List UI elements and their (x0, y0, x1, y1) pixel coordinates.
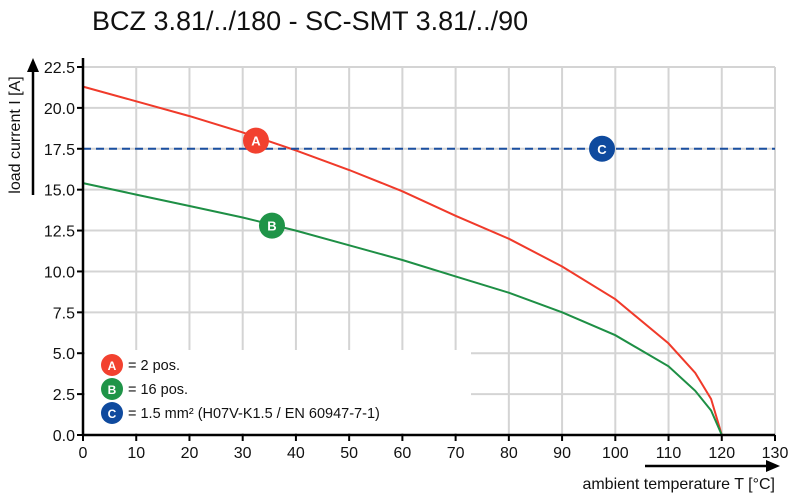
legend-box (85, 350, 471, 433)
legend-badge-label: C (108, 407, 117, 421)
legend-badge-A (101, 354, 123, 376)
y-tick-label: 22.5 (44, 60, 75, 77)
y-tick-label: 0.0 (53, 428, 75, 445)
x-tick-label: 60 (393, 445, 411, 462)
y-tick-label: 2.5 (53, 387, 75, 404)
marker-label-A: A (251, 134, 261, 149)
marker-A (243, 127, 269, 154)
y-axis-label: load current I [A] (7, 76, 24, 193)
x-tick-label: 130 (762, 445, 789, 462)
legend-entry-text: = 16 pos. (128, 382, 188, 398)
y-arrow-head-icon (27, 58, 39, 72)
y-tick-label: 20.0 (44, 101, 75, 118)
marker-B (258, 212, 285, 239)
x-tick-label: 40 (287, 445, 305, 462)
x-tick-label: 10 (127, 445, 145, 462)
legend-badge-C (101, 402, 123, 424)
x-tick-label: 110 (656, 445, 682, 462)
legend-entry-text: = 2 pos. (128, 358, 180, 374)
x-tick-label: 30 (234, 445, 252, 462)
x-tick-label: 20 (181, 445, 199, 462)
y-tick-label: 7.5 (53, 305, 75, 322)
y-tick-label: 10.0 (44, 264, 75, 281)
x-tick-label: 120 (708, 445, 735, 462)
marker-C (589, 135, 615, 162)
marker-label-B: B (267, 219, 276, 234)
y-tick-label: 5.0 (53, 346, 75, 363)
x-tick-label: 100 (602, 445, 629, 462)
x-arrow-head-icon (766, 460, 780, 472)
chart-title: BCZ 3.81/../180 - SC-SMT 3.81/../90 (92, 6, 529, 36)
series-line-A (82, 85, 723, 436)
legend-entry-text: = 1.5 mm² (H07V-K1.5 / EN 60947-7-1) (128, 406, 380, 422)
x-tick-label: 50 (340, 445, 358, 462)
x-tick-label: 80 (500, 445, 518, 462)
legend-badge-label: A (108, 359, 117, 373)
legend-badge-B (101, 378, 123, 400)
y-tick-label: 15.0 (44, 183, 75, 200)
x-tick-label: 90 (553, 445, 571, 462)
x-axis-label: ambient temperature T [°C] (582, 476, 775, 493)
series-line-B (82, 182, 723, 436)
x-tick-label: 70 (447, 445, 465, 462)
x-tick-label: 0 (79, 445, 88, 462)
marker-label-C: C (597, 142, 607, 157)
y-tick-label: 12.5 (44, 224, 75, 241)
y-tick-label: 17.5 (44, 142, 75, 159)
legend-badge-label: B (108, 383, 117, 397)
